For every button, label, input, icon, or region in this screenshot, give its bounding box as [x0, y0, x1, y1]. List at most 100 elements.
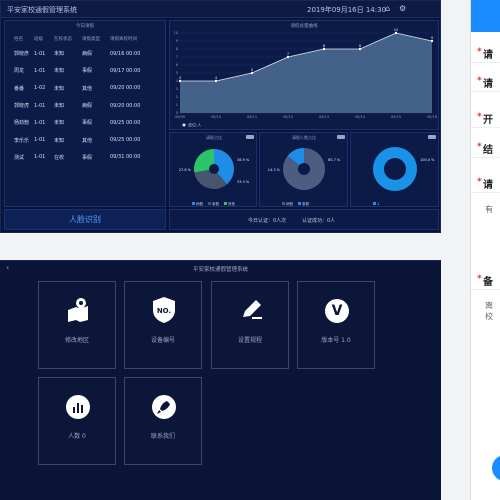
folder-icon[interactable]: ⌂: [385, 4, 391, 13]
table-cell: 周龙: [14, 68, 25, 75]
edit-pencil-icon: [243, 300, 262, 319]
card-edit-region[interactable]: 修改地区: [38, 281, 116, 369]
toggle-switch: [246, 135, 254, 139]
card-settings-rules[interactable]: 设置规程: [211, 281, 289, 369]
card-people-count[interactable]: 人数 0: [38, 377, 116, 465]
pie-panel-3: 100.0 % 1: [350, 132, 439, 207]
leave-table: 姓名 班级 在校状态 请假类型 请假离校时间 郭晓彦 1-01 未知 病假 09/16 …: [14, 33, 164, 166]
data-point: [286, 55, 290, 59]
svg-text:NO.: NO.: [157, 307, 171, 315]
form-row-label: 开: [483, 115, 493, 126]
table-cell: 其他: [82, 85, 93, 92]
data-label: 4: [179, 76, 182, 80]
card-version[interactable]: V 版本号 1.0: [297, 281, 375, 369]
data-label: 5: [251, 68, 253, 72]
data-label: 4: [215, 76, 218, 80]
table-row[interactable]: 番番 1-02 未知 其他 09/20 00:00: [14, 80, 164, 97]
table-cell: 事假: [82, 154, 93, 161]
card-label: 联系我们: [150, 433, 175, 440]
legend-swatch: [192, 202, 195, 205]
y-tick-label: 1: [176, 103, 178, 107]
legend-marker: [182, 123, 186, 127]
form-row[interactable]: * 备: [471, 270, 500, 290]
form-row-label: 请: [483, 79, 493, 90]
table-row[interactable]: 郭晓虎 1-01 未知 病假 09/20 00:00: [14, 97, 164, 114]
app-title: 平安家校通假管理系统: [7, 6, 77, 14]
pie-slice: [194, 169, 227, 189]
percent-label: 27.8 %: [179, 168, 192, 172]
form-row-label: 备: [483, 277, 493, 288]
pie-chart-1: 请假占比 38.9 % 27.8 % 33.3 % 病假 事假 其他: [179, 134, 254, 206]
card-contact-us[interactable]: 联系我们: [124, 377, 202, 465]
x-tick-label: 09/12: [283, 115, 293, 119]
face-recognition-button[interactable]: 人脸识别: [4, 209, 166, 230]
form-row[interactable]: * 开: [471, 108, 500, 128]
form-header: [471, 0, 500, 32]
legend-label: 事假: [212, 201, 219, 206]
table-row[interactable]: 李乐乐 1-01 未知 其他 09/25 00:00: [14, 131, 164, 148]
data-point: [358, 47, 362, 51]
x-tick-label: 09/13: [319, 115, 329, 119]
area-fill: [180, 33, 432, 113]
pie-slice: [194, 149, 214, 173]
table-row[interactable]: 杨劲勃 1-01 未知 事假 09/25 00:00: [14, 114, 164, 131]
leave-table-title: 今日请假: [76, 24, 94, 29]
table-cell: 李乐乐: [14, 137, 30, 144]
form-row-label: 请: [483, 180, 493, 191]
y-tick-label: 7: [176, 55, 178, 59]
settings-window: ‹ 平安家校通假管理系统 修改地区 NO. 设备编号 设置规程 V 版本号 1.…: [0, 260, 441, 500]
y-tick-label: 4: [176, 79, 179, 83]
form-row[interactable]: * 请: [471, 43, 500, 63]
legend-swatch: [373, 202, 376, 205]
y-tick-label: 10: [174, 31, 178, 35]
percent-label: 33.3 %: [237, 180, 250, 184]
success-count: 认证成功：0人: [302, 218, 336, 224]
table-cell: 1-01: [34, 137, 46, 144]
form-row[interactable]: * 结: [471, 138, 500, 158]
legend-label: 病假: [286, 201, 294, 206]
table-cell: 在校: [54, 154, 65, 161]
y-tick-label: 6: [176, 63, 178, 67]
face-recognition-label: 人脸识别: [69, 215, 101, 224]
table-row[interactable]: 周龙 1-01 未知 事假 09/17 00:00: [14, 62, 164, 79]
col-header: 班级: [34, 37, 43, 42]
legend-swatch: [224, 202, 227, 205]
bar-chart-icon: [66, 395, 90, 419]
table-cell: 09/17 00:00: [110, 67, 141, 74]
map-pin-icon: [68, 298, 88, 322]
table-cell: 09/20 00:00: [110, 102, 141, 109]
table-cell: 事假: [82, 68, 93, 75]
floating-action-button[interactable]: [492, 455, 500, 481]
table-cell: 09/25 00:00: [110, 119, 141, 126]
settings-title: 平安家校通假管理系统: [192, 267, 248, 273]
table-cell: 郭晓彦: [14, 51, 30, 58]
table-cell: 1-01: [34, 67, 46, 74]
table-cell: 09/25 00:00: [110, 137, 141, 144]
table-cell: 未知: [54, 68, 65, 75]
line-chart-panel: 请假总量曲线 0 1 2 3 4 5 6 7 8 9 10 4 4 5 7 8 8 10 9 09/09 09/10 09…: [169, 20, 439, 130]
table-cell: 杨劲勃: [14, 120, 30, 127]
x-tick-label: 09/09: [175, 115, 185, 119]
table-cell: 番番: [14, 85, 25, 92]
datetime-label: 2019年09月16日 14:30: [307, 6, 387, 14]
data-label: 10: [394, 28, 398, 32]
id-badge-icon: NO.: [153, 297, 175, 323]
table-row[interactable]: 测试 1-01 在校 事假 09/31 00:00: [14, 149, 164, 166]
card-device-number[interactable]: NO. 设备编号: [124, 281, 202, 369]
back-chevron-icon[interactable]: ‹: [6, 263, 10, 272]
pie-chart-2: 请假人数占比 85.7 % 14.3 % 病假 事假: [268, 134, 345, 206]
x-tick-label: 09/16: [427, 115, 437, 119]
table-cell: 1-01: [34, 50, 46, 57]
table-row[interactable]: 郭晓彦 1-01 未知 病假 09/16 00:00: [14, 45, 164, 62]
form-sub-text: 有: [485, 205, 493, 214]
table-cell: 1-01: [34, 102, 46, 109]
gear-icon[interactable]: ⚙: [399, 4, 407, 13]
col-header: 在校状态: [54, 37, 72, 42]
pie-hole: [384, 158, 406, 180]
toggle-switch: [428, 135, 436, 139]
legend-label: 单位:人: [188, 122, 201, 128]
form-row[interactable]: * 请: [471, 173, 500, 193]
table-cell: 测试: [14, 154, 25, 161]
table-cell: 未知: [54, 120, 65, 127]
form-row[interactable]: * 请: [471, 72, 500, 92]
